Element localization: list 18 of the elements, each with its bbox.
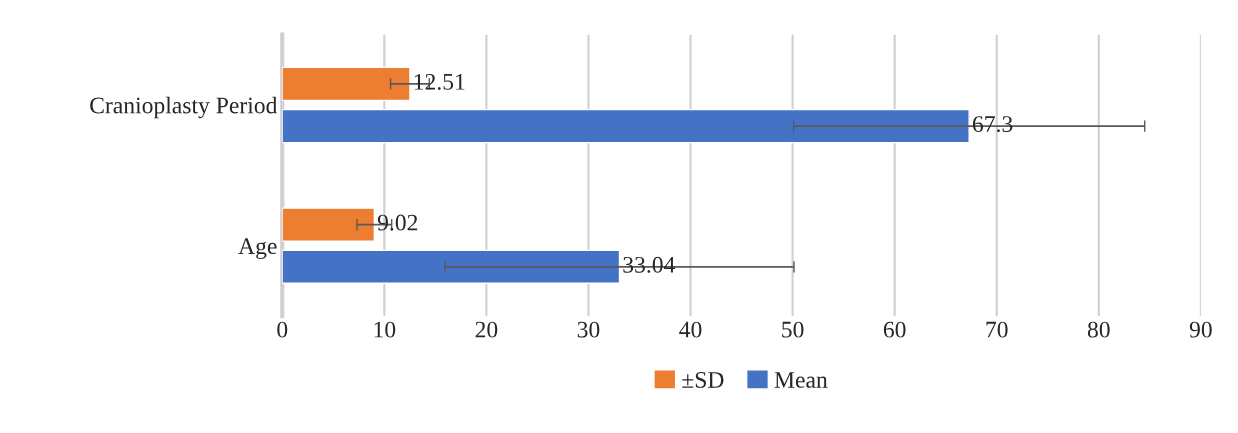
x-tick-label: 20 <box>475 321 498 338</box>
x-tick-label: 50 <box>782 321 804 338</box>
bar <box>282 108 970 144</box>
y-tick-label: Age <box>238 238 277 259</box>
bar <box>282 207 376 242</box>
x-tick-label: 90 <box>1189 321 1212 338</box>
x-tick-label: 30 <box>577 321 600 338</box>
legend-label: ±SD <box>682 372 724 388</box>
bar <box>282 249 621 284</box>
bar <box>282 66 411 102</box>
x-tick-label: 60 <box>883 321 906 338</box>
x-tick-label: 10 <box>374 321 396 338</box>
x-tick-label: 0 <box>277 321 288 338</box>
legend-label: Mean <box>774 372 828 388</box>
x-tick-label: 70 <box>986 321 1008 338</box>
x-tick-label: 80 <box>1087 321 1110 338</box>
y-tick-label: Cranioplasty Period <box>90 96 278 119</box>
x-tick-label: 40 <box>679 321 702 338</box>
